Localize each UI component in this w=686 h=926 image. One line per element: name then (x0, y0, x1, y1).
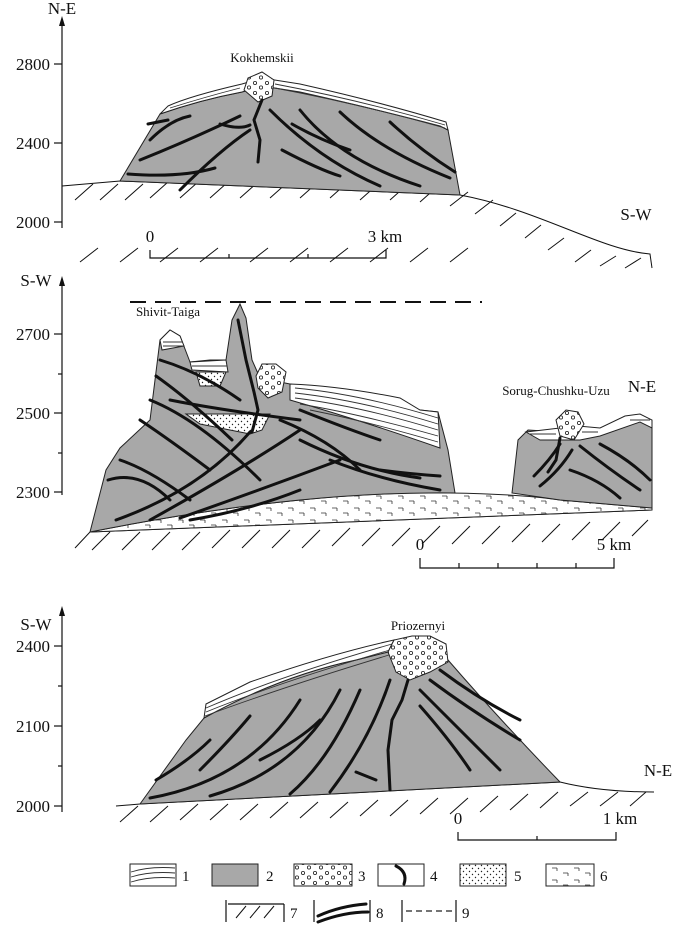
panel-2: S-W 2700 2500 2300 (16, 271, 656, 569)
panel-3: S-W 2400 2100 2000 P (16, 606, 672, 841)
diagonal-hatch-icon (225, 900, 285, 922)
svg-text:9: 9 (462, 906, 470, 922)
dir-left-label: N-E (48, 0, 76, 18)
dike (252, 98, 264, 164)
tick-label: 2400 (16, 134, 50, 153)
dashed-line-icon (401, 900, 457, 922)
layered-cap-left (159, 329, 185, 351)
intrusion-circles (555, 409, 585, 441)
dike (386, 678, 410, 792)
svg-text:4: 4 (430, 869, 438, 885)
svg-text:2: 2 (266, 869, 274, 885)
circles-icon (293, 863, 353, 887)
tick-label: 2000 (16, 797, 50, 816)
tick-label: 2000 (16, 213, 50, 232)
peak-label: Sorug-Chushku-Uzu (502, 383, 610, 398)
tick-label: 2300 (16, 483, 50, 502)
scale-bar: 0 3 km (146, 227, 402, 259)
tick-label: 2500 (16, 404, 50, 423)
svg-text:0: 0 (146, 227, 155, 246)
svg-text:0: 0 (454, 809, 463, 828)
intrusion-circles (243, 71, 275, 103)
svg-text:5 km: 5 km (597, 535, 631, 554)
dots-icon (459, 863, 507, 887)
tick-label: 2800 (16, 55, 50, 74)
svg-text:8: 8 (376, 906, 384, 922)
legend-item-8: 8 (313, 900, 384, 924)
svg-text:1: 1 (182, 869, 190, 885)
basement-hatch (91, 519, 649, 551)
peak-label: Priozernyi (391, 618, 446, 633)
tick-label: 2400 (16, 637, 50, 656)
legend-item-6: 6 (545, 863, 608, 887)
legend: 1 2 3 4 5 6 7 (129, 863, 608, 924)
svg-text:6: 6 (600, 869, 608, 885)
dir-left-label: S-W (20, 615, 52, 634)
dir-left-label: S-W (20, 271, 52, 290)
svg-text:1 km: 1 km (603, 809, 637, 828)
axis-arrow-icon (59, 276, 65, 286)
dike (236, 318, 260, 434)
panel-1: N-E 2800 2400 2000 (16, 0, 653, 269)
legend-item-5: 5 (459, 863, 522, 887)
legend-item-2: 2 (211, 863, 274, 887)
bedding-lines (106, 358, 442, 522)
bedding-lines (126, 108, 457, 192)
gray-fill-icon (211, 863, 259, 887)
dir-right-label: S-W (620, 205, 652, 224)
axis-arrow-icon (59, 606, 65, 616)
scale-bar: 0 5 km (416, 535, 631, 569)
dir-right-label: N-E (628, 377, 656, 396)
ground-surface (61, 180, 653, 269)
peak-label: Kokhemskii (230, 50, 294, 65)
curved-line-icon (377, 863, 425, 887)
axis-arrow-icon (59, 16, 65, 26)
svg-text:5: 5 (514, 869, 522, 885)
bedding-lines (148, 668, 522, 800)
peak-label: Shivit-Taiga (136, 304, 200, 319)
basement-hatch (119, 791, 647, 823)
tick-label: 2700 (16, 325, 50, 344)
legend-item-1: 1 (129, 863, 190, 887)
dir-right-label: N-E (644, 761, 672, 780)
dash-hatch-icon (545, 863, 595, 887)
layered-cap (159, 77, 449, 131)
legend-item-3: 3 (293, 863, 366, 887)
legend-item-4: 4 (377, 863, 438, 887)
scale-bar: 0 1 km (454, 809, 637, 841)
legend-item-9: 9 (401, 900, 470, 922)
svg-text:7: 7 (290, 906, 298, 922)
intrusion-circles (255, 363, 287, 399)
svg-text:3 km: 3 km (368, 227, 402, 246)
tick-label: 2100 (16, 717, 50, 736)
basement-hatch (74, 181, 642, 269)
bold-curves-icon (313, 900, 371, 924)
legend-item-7: 7 (225, 900, 298, 922)
svg-text:0: 0 (416, 535, 425, 554)
svg-text:3: 3 (358, 869, 366, 885)
intrusion-circles (387, 635, 449, 681)
